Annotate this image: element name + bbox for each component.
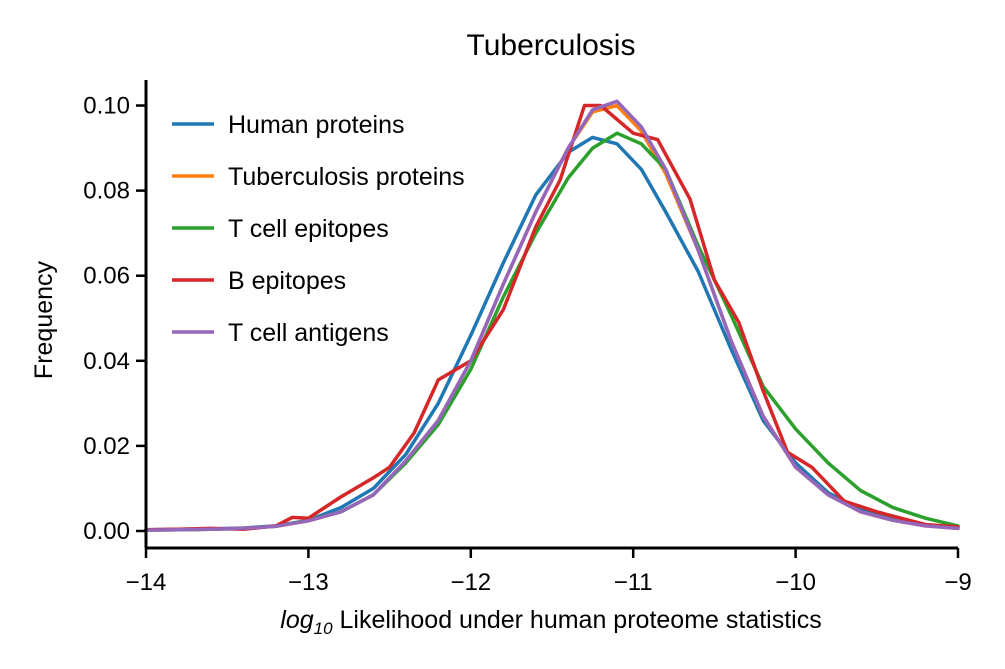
x-axis-label-rest: Likelihood under human proteome statisti…	[333, 606, 822, 634]
y-tick-label: 0.08	[83, 178, 130, 205]
x-tick-label: −13	[288, 569, 329, 596]
legend-label: Human proteins	[228, 111, 404, 139]
x-axis-label-subscript: 10	[314, 619, 333, 638]
series-line-4	[144, 99, 960, 532]
legend-label: T cell epitopes	[228, 215, 389, 243]
x-tick-label: −12	[450, 569, 491, 596]
x-tick-label: −10	[775, 569, 816, 596]
series-layer	[144, 99, 960, 532]
x-tick-label: −9	[944, 569, 971, 596]
y-tick-label: 0.00	[83, 518, 130, 545]
legend-label: B epitopes	[228, 267, 346, 295]
chart-title: Tuberculosis	[467, 29, 636, 62]
legend-label: T cell antigens	[228, 319, 389, 347]
y-tick-label: 0.10	[83, 93, 130, 120]
y-axis-ticks: 0.00 0.02 0.04 0.06 0.08 0.10	[83, 93, 146, 545]
x-axis-ticks: −14 −13 −12 −11 −10 −9	[126, 548, 972, 596]
x-tick-label: −14	[126, 569, 167, 596]
y-axis-label: Frequency	[30, 260, 58, 379]
x-axis-label: log10 Likelihood under human proteome st…	[280, 606, 821, 638]
x-tick-label: −11	[614, 569, 653, 596]
y-tick-label: 0.02	[83, 433, 130, 460]
legend: Human proteins Tuberculosis proteins T cel…	[172, 111, 465, 347]
legend-label: Tuberculosis proteins	[228, 163, 465, 191]
y-tick-label: 0.06	[83, 263, 130, 290]
x-axis-label-log: log	[280, 606, 313, 634]
y-tick-label: 0.04	[83, 348, 130, 375]
